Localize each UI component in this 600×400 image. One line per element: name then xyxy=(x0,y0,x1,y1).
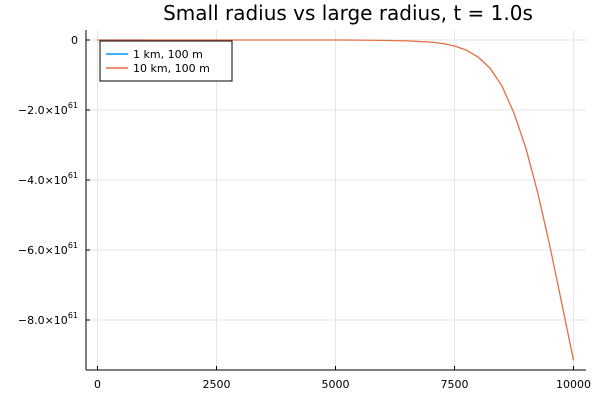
y-tick-label: −2.0×1061 xyxy=(18,101,78,117)
y-tick-label: −6.0×1061 xyxy=(18,241,78,257)
x-tick-label: 7500 xyxy=(441,378,469,391)
x-tick-label: 10000 xyxy=(556,378,591,391)
x-tick-label: 5000 xyxy=(322,378,350,391)
ticks-layer: 0 2500 5000 7500 10000 0 −2.0×1061 −4.0×1061 −6.… xyxy=(18,34,591,391)
series-layer xyxy=(97,39,575,361)
x-tick-label: 0 xyxy=(94,378,101,391)
legend-label-2: 10 km, 100 m xyxy=(133,62,210,75)
legend: 1 km, 100 m10 km, 100 m xyxy=(99,40,233,82)
series-line-2 xyxy=(97,39,575,361)
legend-label-1: 1 km, 100 m xyxy=(133,48,203,61)
chart-title: Small radius vs large radius, t = 1.0s xyxy=(163,1,533,25)
y-tick-label: −8.0×1061 xyxy=(18,311,78,327)
x-tick-label: 2500 xyxy=(203,378,231,391)
legend-box xyxy=(99,40,233,82)
y-tick-label: −4.0×1061 xyxy=(18,171,78,187)
y-tick-label: 0 xyxy=(71,34,78,47)
